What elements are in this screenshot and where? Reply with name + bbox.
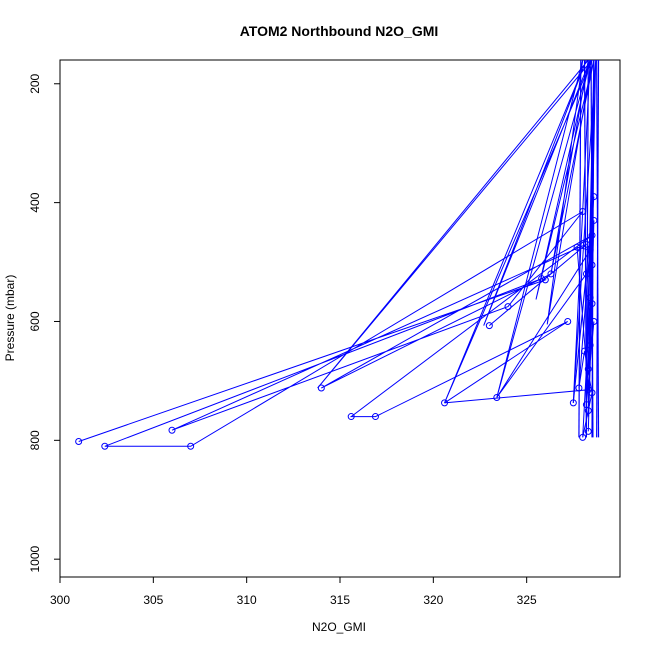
data-point bbox=[579, 433, 587, 441]
data-point bbox=[582, 240, 590, 248]
data-point bbox=[588, 389, 596, 397]
data-point bbox=[493, 394, 501, 402]
x-tick-label-5: 325 bbox=[517, 593, 537, 607]
data-point bbox=[547, 270, 555, 278]
data-point bbox=[347, 413, 355, 421]
x-tick-label-3: 315 bbox=[330, 593, 350, 607]
series-points bbox=[75, 193, 598, 450]
data-point bbox=[584, 407, 592, 415]
series-line-1 bbox=[317, 60, 597, 417]
data-point bbox=[504, 303, 512, 311]
plot-frame bbox=[59, 59, 621, 578]
data-point bbox=[75, 438, 83, 446]
x-axis-label: N2O_GMI bbox=[312, 620, 366, 634]
data-point bbox=[573, 243, 581, 251]
profile-line-1 bbox=[583, 60, 588, 438]
y-tick-label-2: 600 bbox=[28, 311, 42, 331]
x-tick-label-2: 310 bbox=[237, 593, 257, 607]
data-point bbox=[588, 261, 596, 269]
data-point bbox=[584, 427, 592, 435]
y-tick-label-4: 1000 bbox=[28, 546, 42, 573]
y-tick-label-0: 200 bbox=[28, 73, 42, 93]
series-lines bbox=[78, 60, 600, 447]
y-tick-label-3: 800 bbox=[28, 430, 42, 450]
x-tick-label-0: 300 bbox=[50, 593, 70, 607]
data-point bbox=[588, 300, 596, 308]
data-point bbox=[582, 270, 590, 278]
chart-title: ATOM2 Northbound N2O_GMI bbox=[240, 23, 439, 39]
data-point bbox=[569, 399, 577, 407]
data-point bbox=[485, 322, 493, 330]
y-axis-label: Pressure (mbar) bbox=[3, 275, 17, 362]
data-point bbox=[581, 347, 589, 355]
data-point bbox=[588, 231, 596, 239]
x-tick-label-1: 305 bbox=[143, 593, 163, 607]
y-tick-label-1: 400 bbox=[28, 192, 42, 212]
x-tick-label-4: 320 bbox=[423, 593, 443, 607]
data-point bbox=[590, 216, 598, 224]
y-axis: 200 400 600 800 1000 bbox=[28, 73, 61, 573]
data-point bbox=[538, 275, 546, 283]
data-point bbox=[187, 442, 195, 450]
data-point bbox=[586, 341, 594, 349]
data-point bbox=[590, 193, 598, 201]
data-point bbox=[584, 365, 592, 373]
data-point bbox=[317, 384, 325, 392]
data-point bbox=[564, 317, 572, 325]
profile-line-6 bbox=[596, 60, 600, 438]
data-point bbox=[371, 413, 379, 421]
data-point bbox=[168, 426, 176, 434]
x-axis: 300 305 310 315 320 325 bbox=[50, 576, 537, 607]
data-point bbox=[579, 208, 587, 216]
data-point bbox=[101, 442, 109, 450]
data-point bbox=[586, 246, 594, 254]
data-point bbox=[441, 399, 449, 407]
data-point bbox=[590, 317, 598, 325]
data-point bbox=[541, 276, 549, 284]
data-point bbox=[575, 384, 583, 392]
